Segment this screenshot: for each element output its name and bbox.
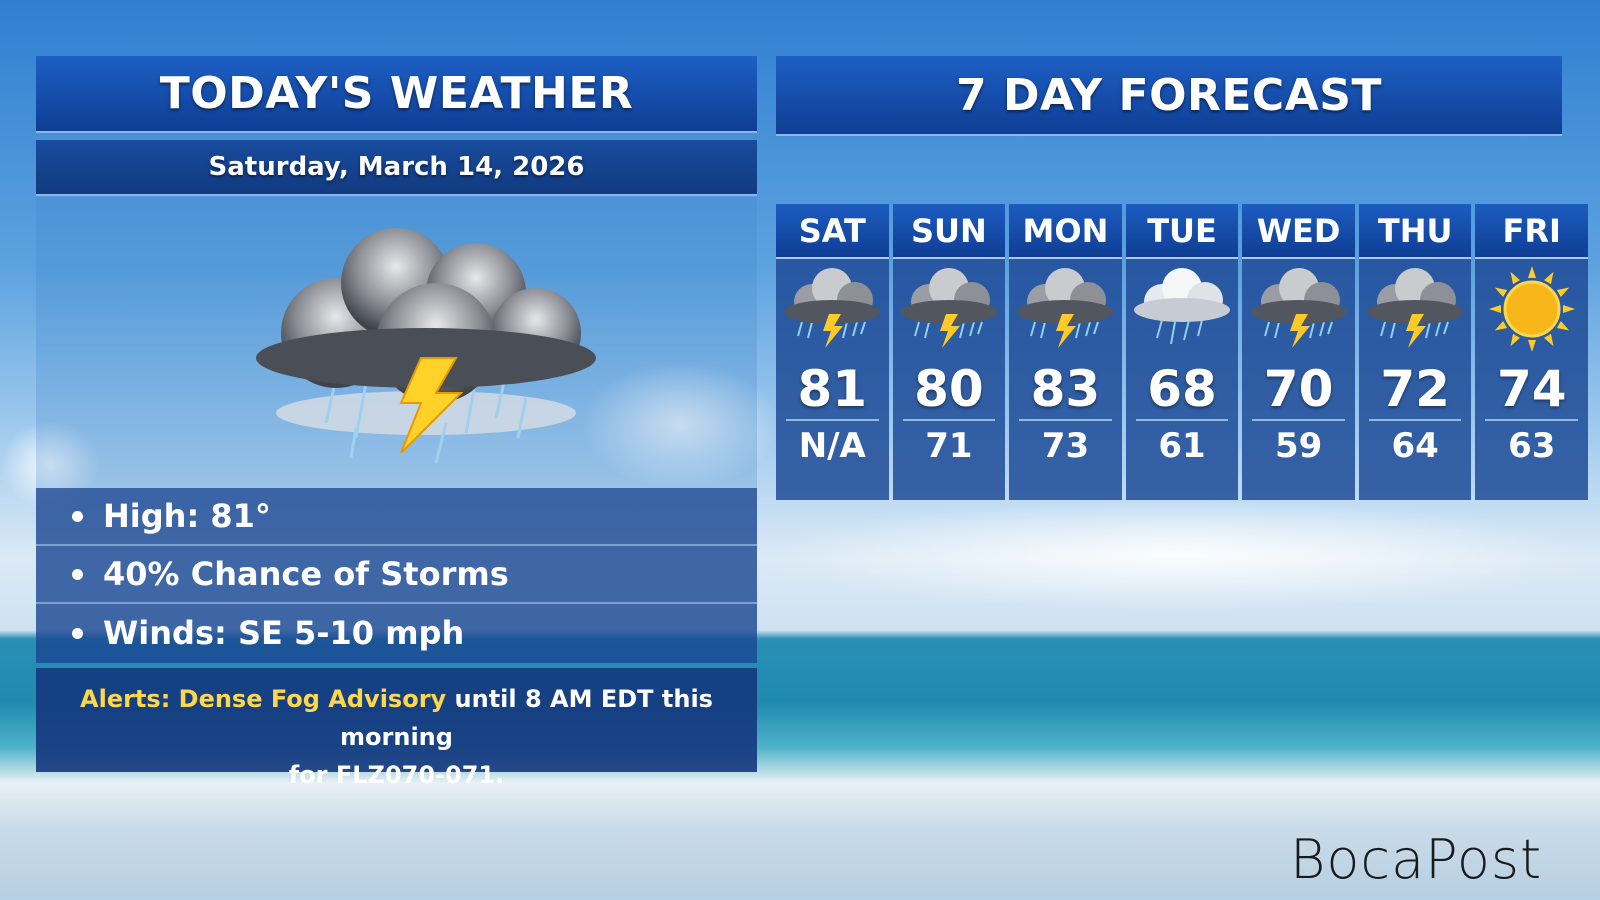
alert-text: until 8 AM EDT this morning [340, 685, 713, 751]
low-temp: 73 [1041, 426, 1090, 466]
bullet-icon [72, 627, 83, 639]
low-temp: N/A [798, 426, 866, 466]
high-temp: 70 [1263, 360, 1334, 418]
thunderstorm-icon [1242, 259, 1355, 359]
alert-box: Alerts: Dense Fog Advisory until 8 AM ED… [36, 668, 757, 789]
high-temp: 83 [1030, 360, 1101, 418]
day-label: FRI [1475, 204, 1589, 259]
divider [1019, 419, 1112, 421]
high-temp: 74 [1496, 360, 1567, 418]
sun-icon [1475, 259, 1588, 359]
today-date: Saturday, March 14, 2026 [36, 140, 757, 196]
high-temp: 81 [797, 360, 868, 418]
low-temp: 61 [1158, 426, 1206, 466]
forecast-day-wed: WED 70 59 [1242, 204, 1355, 500]
forecast-day-tue: TUE 68 61 [1125, 204, 1239, 500]
thunderstorm-icon [1009, 259, 1122, 359]
day-label: SAT [776, 204, 889, 259]
bullet-high: High: 81° [36, 488, 757, 546]
forecast-day-thu: THU 72 64 [1358, 204, 1472, 500]
thunderstorm-icon [776, 259, 889, 359]
divider [902, 419, 996, 421]
day-label: WED [1242, 204, 1355, 259]
low-temp: 71 [925, 426, 973, 466]
forecast-day-sun: SUN 80 71 [892, 204, 1006, 500]
today-title: TODAY'S WEATHER [36, 56, 757, 133]
bullet-storms: 40% Chance of Storms [36, 546, 757, 604]
forecast-day-fri: FRI 74 63 [1475, 204, 1589, 500]
rain-cloud-icon [1126, 259, 1239, 359]
alert-zone: for FLZ070-071. [288, 761, 505, 789]
thunderstorm-icon [256, 228, 596, 464]
divider [1135, 419, 1229, 421]
forecast-title: 7 DAY FORECAST [776, 56, 1562, 136]
today-icon-area [36, 198, 757, 488]
low-temp: 59 [1274, 426, 1323, 466]
forecast-grid: SAT 81 N/A SUN 80 71 MON 83 73 TUE 68 61 WED… [776, 204, 1589, 500]
winds-text: Winds: SE 5-10 mph [103, 614, 465, 652]
thunderstorm-icon [1359, 259, 1472, 359]
divider [1252, 419, 1345, 421]
thunderstorm-icon [893, 259, 1006, 359]
high-text: High: 81° [103, 497, 271, 535]
divider [786, 419, 879, 421]
storms-text: 40% Chance of Storms [103, 555, 509, 593]
bullet-icon [72, 568, 83, 580]
low-temp: 64 [1391, 426, 1439, 466]
background-clouds [760, 500, 1600, 610]
day-label: MON [1009, 204, 1122, 259]
high-temp: 72 [1380, 360, 1450, 418]
bullet-icon [72, 510, 83, 522]
alert-label: Alerts: Dense Fog Advisory [80, 685, 447, 713]
divider [1368, 419, 1462, 421]
high-temp: 80 [914, 360, 984, 418]
day-label: TUE [1125, 204, 1239, 259]
divider [1485, 419, 1579, 421]
forecast-day-sat: SAT 81 N/A [776, 204, 889, 500]
day-label: SUN [892, 204, 1006, 259]
bocapost-logo: BocaPost [1290, 828, 1543, 891]
background-cloud [580, 360, 780, 490]
day-label: THU [1358, 204, 1472, 259]
today-details: High: 81° 40% Chance of Storms Winds: SE… [36, 488, 757, 663]
forecast-day-mon: MON 83 73 [1009, 204, 1122, 500]
bullet-winds: Winds: SE 5-10 mph [36, 604, 757, 662]
low-temp: 63 [1508, 426, 1556, 466]
high-temp: 68 [1147, 360, 1217, 418]
